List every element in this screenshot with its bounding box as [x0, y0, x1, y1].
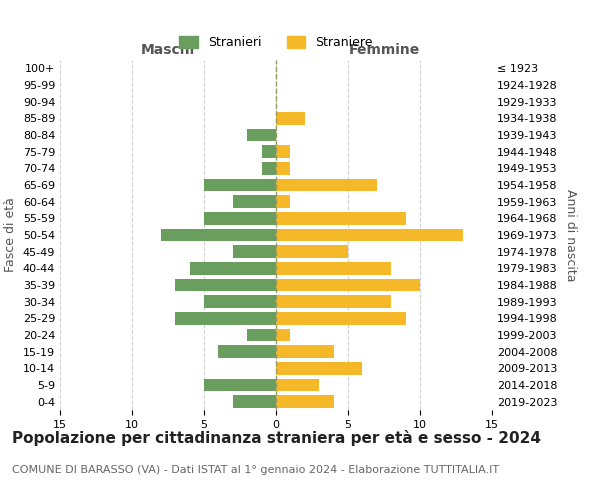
Bar	[218, 346, 276, 358]
Bar	[276, 229, 463, 241]
Bar	[233, 396, 276, 408]
Bar	[276, 196, 290, 208]
Bar	[204, 212, 276, 224]
Bar	[276, 379, 319, 391]
Bar	[204, 379, 276, 391]
Bar	[276, 279, 420, 291]
Bar	[190, 262, 276, 274]
Y-axis label: Anni di nascita: Anni di nascita	[564, 188, 577, 281]
Bar	[247, 329, 276, 341]
Text: Popolazione per cittadinanza straniera per età e sesso - 2024: Popolazione per cittadinanza straniera p…	[12, 430, 541, 446]
Bar	[276, 329, 290, 341]
Bar	[276, 296, 391, 308]
Bar	[276, 262, 391, 274]
Bar	[276, 362, 362, 374]
Text: Femmine: Femmine	[349, 42, 419, 56]
Bar	[233, 196, 276, 208]
Bar	[262, 146, 276, 158]
Text: COMUNE DI BARASSO (VA) - Dati ISTAT al 1° gennaio 2024 - Elaborazione TUTTITALIA: COMUNE DI BARASSO (VA) - Dati ISTAT al 1…	[12, 465, 499, 475]
Bar	[276, 246, 348, 258]
Bar	[276, 396, 334, 408]
Y-axis label: Fasce di età: Fasce di età	[4, 198, 17, 272]
Bar	[262, 162, 276, 174]
Bar	[276, 179, 377, 192]
Bar	[276, 162, 290, 174]
Bar	[276, 146, 290, 158]
Bar	[276, 346, 334, 358]
Bar	[204, 296, 276, 308]
Bar	[204, 179, 276, 192]
Bar	[247, 129, 276, 141]
Bar	[233, 246, 276, 258]
Bar	[276, 212, 406, 224]
Bar	[175, 312, 276, 324]
Bar	[161, 229, 276, 241]
Text: Maschi: Maschi	[141, 42, 195, 56]
Bar	[276, 112, 305, 124]
Bar	[276, 312, 406, 324]
Bar	[175, 279, 276, 291]
Legend: Stranieri, Straniere: Stranieri, Straniere	[174, 32, 378, 54]
